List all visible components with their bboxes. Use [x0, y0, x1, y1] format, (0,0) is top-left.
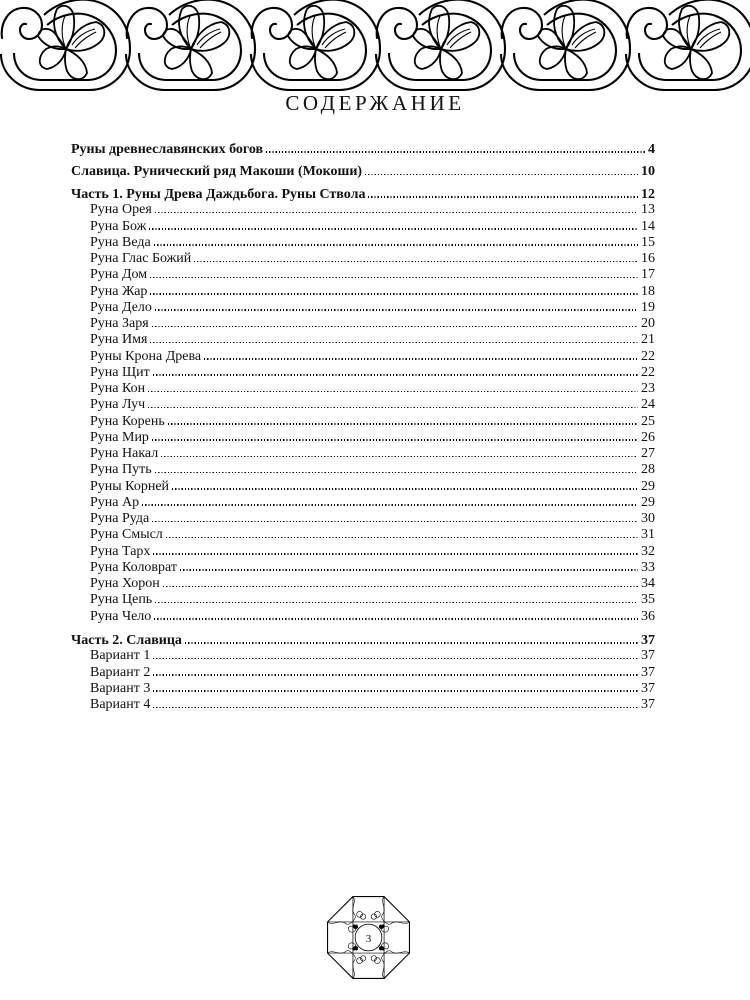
svg-text:3: 3 [366, 933, 371, 945]
